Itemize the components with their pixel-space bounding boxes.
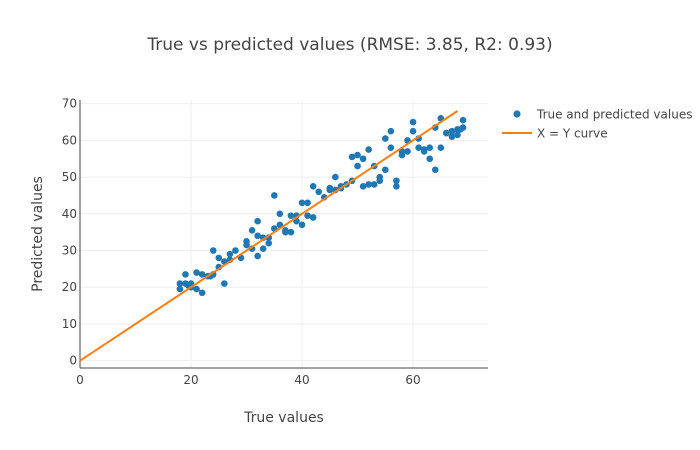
scatter-point[interactable] — [365, 181, 372, 188]
x-tick-label: 60 — [405, 373, 420, 387]
scatter-point[interactable] — [193, 269, 200, 276]
scatter-point[interactable] — [265, 239, 273, 247]
legend-item-scatter[interactable]: True and predicted values — [513, 108, 692, 122]
scatter-point[interactable] — [276, 210, 284, 218]
scatter-point[interactable] — [415, 144, 422, 152]
x-tick-label: 20 — [183, 373, 198, 387]
scatter-point[interactable] — [243, 238, 250, 245]
y-axis-title: Predicted values — [30, 176, 46, 292]
scatter-point[interactable] — [248, 227, 256, 234]
scatter-point[interactable] — [226, 250, 234, 258]
scatter-point[interactable] — [409, 118, 417, 126]
scatter-point[interactable] — [359, 155, 367, 163]
scatter-point[interactable] — [270, 192, 278, 199]
scatter-point[interactable] — [198, 271, 206, 278]
scatter-point[interactable] — [176, 285, 184, 293]
y-tick-label: 40 — [62, 207, 77, 221]
scatter-point[interactable] — [459, 116, 467, 124]
scatter-point[interactable] — [221, 280, 228, 287]
scatter-point[interactable] — [198, 289, 206, 297]
x-tick-label: 0 — [76, 373, 84, 387]
legend-label-scatter: True and predicted values — [536, 108, 692, 122]
scatter-point[interactable] — [209, 247, 217, 254]
scatter-point[interactable] — [448, 133, 456, 141]
scatter-point[interactable] — [426, 144, 434, 152]
scatter-point[interactable] — [431, 166, 439, 174]
legend-marker-scatter — [513, 110, 521, 118]
scatter-point[interactable] — [454, 131, 461, 139]
scatter-point[interactable] — [409, 127, 417, 135]
scatter-point[interactable] — [420, 146, 428, 153]
legend[interactable]: True and predicted values X = Y curve — [502, 108, 692, 141]
scatter-point[interactable] — [365, 146, 372, 153]
identity-line[interactable] — [79, 110, 459, 362]
y-tick-label: 30 — [62, 244, 77, 258]
y-tick-label: 0 — [69, 354, 77, 368]
x-tick-label: 40 — [294, 373, 309, 387]
scatter-point[interactable] — [370, 181, 378, 188]
scatter-point[interactable] — [182, 271, 189, 278]
scatter-point[interactable] — [215, 254, 223, 262]
scatter-point[interactable] — [326, 184, 334, 192]
scatter-point[interactable] — [287, 212, 295, 219]
chart-title: True vs predicted values (RMSE: 3.85, R2… — [146, 35, 552, 55]
scatter-point[interactable] — [309, 214, 317, 221]
scatter-point[interactable] — [382, 166, 389, 174]
scatter-point[interactable] — [443, 129, 450, 137]
scatter-point[interactable] — [232, 247, 239, 254]
x-axis-title: True values — [243, 410, 324, 426]
scatter-point[interactable] — [387, 127, 395, 135]
scatter-point[interactable] — [354, 151, 361, 159]
scatter-point[interactable] — [309, 182, 317, 190]
scatter-point[interactable] — [393, 182, 400, 190]
scatter-point[interactable] — [404, 148, 411, 155]
scatter-point[interactable] — [304, 212, 311, 219]
scatter-point[interactable] — [254, 252, 261, 260]
scatter-point[interactable] — [259, 245, 267, 252]
plot-area[interactable] — [79, 110, 467, 362]
scatter-point[interactable] — [254, 217, 261, 225]
y-tick-label: 20 — [62, 280, 77, 294]
scatter-point[interactable] — [254, 232, 261, 240]
y-tick-label: 70 — [62, 97, 77, 111]
scatter-point[interactable] — [348, 153, 356, 161]
scatter-point[interactable] — [287, 228, 295, 236]
scatter-point[interactable] — [298, 221, 306, 229]
scatter-point[interactable] — [382, 135, 389, 142]
scatter-point[interactable] — [315, 188, 322, 196]
scatter-point[interactable] — [426, 155, 434, 163]
y-tick-label: 60 — [62, 133, 77, 147]
scatter-point[interactable] — [376, 177, 384, 185]
legend-label-line: X = Y curve — [537, 127, 608, 141]
scatter-point[interactable] — [387, 144, 395, 152]
scatter-point[interactable] — [282, 227, 289, 234]
y-tick-label: 10 — [62, 317, 77, 331]
scatter-point[interactable] — [304, 199, 311, 207]
scatter-point[interactable] — [193, 285, 200, 293]
scatter-point[interactable] — [448, 127, 456, 135]
scatter-point[interactable] — [456, 126, 464, 133]
scatter-point[interactable] — [298, 199, 306, 207]
axes: 0 20 40 60 0 10 20 30 40 50 60 70 — [62, 97, 488, 387]
legend-item-line[interactable]: X = Y curve — [502, 127, 608, 141]
scatter-point[interactable] — [437, 144, 445, 152]
y-tick-label: 50 — [62, 170, 77, 184]
scatter-point[interactable] — [176, 280, 184, 287]
scatter-point[interactable] — [354, 162, 361, 170]
scatter-point[interactable] — [359, 182, 367, 190]
scatter-point[interactable] — [332, 173, 339, 181]
scatter-point[interactable] — [393, 177, 400, 185]
